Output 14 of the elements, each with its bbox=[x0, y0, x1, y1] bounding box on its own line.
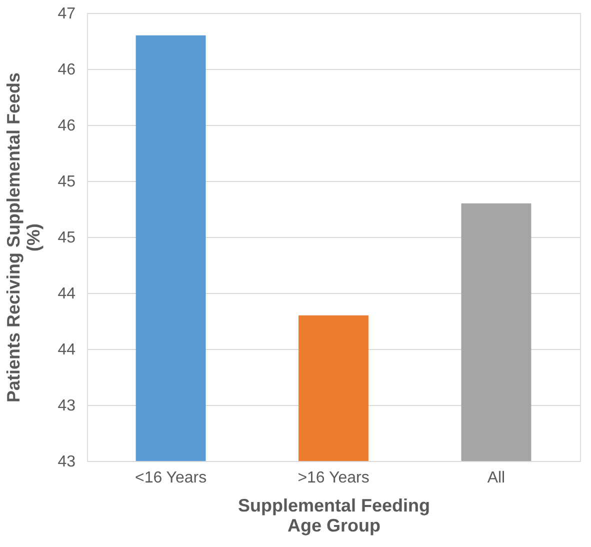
x-tick-label: <16 Years bbox=[134, 470, 207, 486]
y-tick-label: 45 bbox=[58, 174, 76, 190]
y-tick-label: 44 bbox=[58, 342, 76, 358]
y-tick-label: 43 bbox=[58, 454, 76, 470]
y-tick-label: 46 bbox=[58, 62, 76, 78]
y-tick-label: 46 bbox=[58, 118, 76, 134]
x-axis-title: Supplemental Feeding Age Group bbox=[238, 496, 430, 536]
x-tick-label: >16 Years bbox=[298, 470, 370, 486]
y-axis-title: Patients Reciving Supplemental Feeds (%) bbox=[4, 72, 44, 403]
x-tick-label: All bbox=[487, 470, 506, 486]
y-tick-label: 44 bbox=[58, 286, 76, 302]
y-tick-label: 47 bbox=[58, 6, 76, 22]
y-tick-label: 43 bbox=[58, 398, 76, 414]
y-tick-label: 45 bbox=[58, 230, 76, 246]
